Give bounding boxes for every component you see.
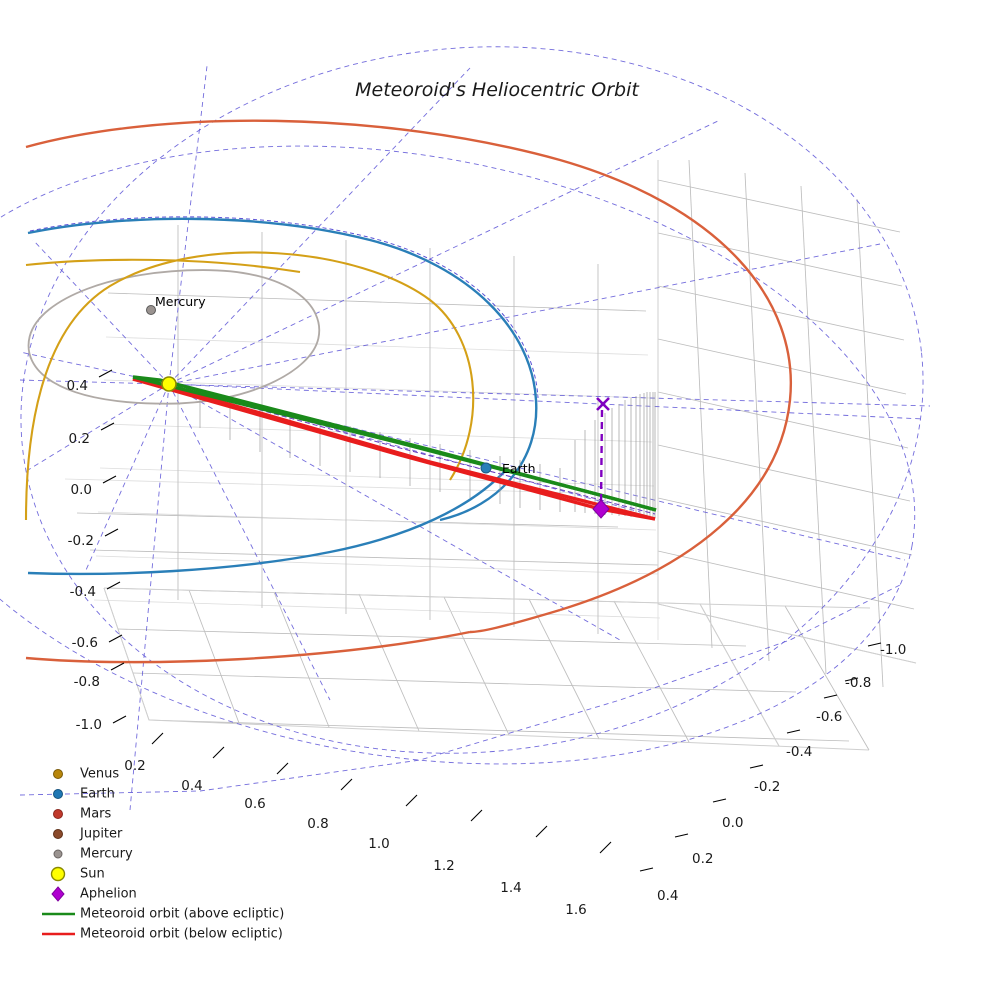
legend-item-meteoroid-below[interactable]: Meteoroid orbit (below ecliptic) <box>42 927 283 942</box>
y-tick-label: -0.8 <box>845 675 871 691</box>
legend-item-earth[interactable]: Earth <box>53 787 115 802</box>
meteoroid-orbit-below-ecliptic-return <box>132 377 656 521</box>
x-tick-label: 1.4 <box>500 880 521 896</box>
x-tick-label: 0.2 <box>124 758 145 774</box>
annotation-earth: Earth <box>502 461 536 476</box>
mercury-marker <box>146 305 156 315</box>
y-tick-label: -0.6 <box>816 709 842 725</box>
legend-item-mars[interactable]: Mars <box>53 807 112 822</box>
legend-label-meteoroid-below: Meteoroid orbit (below ecliptic) <box>80 927 283 942</box>
meteoroid-orbit-below-ecliptic <box>132 377 656 521</box>
orbit-earth <box>27 217 538 522</box>
aphelion-drop-line <box>599 409 604 507</box>
legend-item-aphelion[interactable]: Aphelion <box>51 886 137 902</box>
legend-marker-mercury-icon <box>53 849 63 859</box>
legend: Venus Earth Mars Jupiter Mercury Sun <box>42 767 284 942</box>
legend-marker-jupiter-icon <box>53 829 63 839</box>
x-tick-label: 1.6 <box>565 902 586 918</box>
orbit-earth-lower <box>27 469 507 576</box>
orbit-earth-dashed <box>29 216 539 399</box>
legend-marker-earth-icon <box>53 789 63 799</box>
orbit-venus-b <box>25 258 301 274</box>
orbit-mercury <box>27 269 321 405</box>
z-tick-label: 0.2 <box>69 431 90 447</box>
radial-spokes <box>19 65 925 811</box>
axis-ticks <box>98 369 882 872</box>
orbit-mars-right <box>469 608 561 634</box>
z-tick-label: -0.8 <box>74 674 100 690</box>
z-axis-tick-labels: 0.4 0.2 0.0 -0.2 -0.4 -0.6 -0.8 -1.0 <box>67 378 102 733</box>
legend-item-mercury[interactable]: Mercury <box>53 847 133 862</box>
x-tick-label: 0.6 <box>244 796 265 812</box>
left-pane-grid <box>93 292 661 619</box>
y-tick-label: 0.0 <box>722 815 743 831</box>
meteoroid-orbit <box>132 375 657 521</box>
x-tick-label: 1.2 <box>433 858 454 874</box>
aphelion-diamond-marker <box>592 499 610 519</box>
x-axis-tick-labels: 0.2 0.4 0.6 0.8 1.0 1.2 1.4 1.6 <box>124 758 586 918</box>
y-axis-tick-labels: 0.4 0.2 0.0 -0.2 -0.4 -0.6 -0.8 -1.0 <box>657 642 906 904</box>
legend-marker-mars-icon <box>53 809 63 819</box>
y-tick-label: 0.4 <box>657 888 678 904</box>
body-markers <box>146 305 492 474</box>
z-tick-label: -0.6 <box>72 635 98 651</box>
planet-orbits <box>24 119 793 664</box>
legend-marker-sun-icon <box>50 866 66 882</box>
y-tick-label: -0.4 <box>786 744 812 760</box>
x-tick-label: 0.8 <box>307 816 328 832</box>
legend-item-venus[interactable]: Venus <box>53 767 120 782</box>
legend-item-jupiter[interactable]: Jupiter <box>53 827 124 842</box>
aphelion-x-icon <box>596 397 610 411</box>
legend-label-venus: Venus <box>80 767 119 782</box>
legend-marker-aphelion-diamond-icon <box>51 886 65 902</box>
y-tick-label: -0.2 <box>754 779 780 795</box>
legend-label-aphelion: Aphelion <box>80 887 137 902</box>
orbit-mars-lower <box>25 630 471 664</box>
legend-label-mercury: Mercury <box>80 847 133 862</box>
aphelion-group <box>592 397 610 519</box>
legend-label-meteoroid-above: Meteoroid orbit (above ecliptic) <box>80 907 284 922</box>
earth-marker <box>480 462 492 474</box>
x-tick-label: 0.4 <box>181 778 202 794</box>
legend-label-sun: Sun <box>80 867 105 882</box>
legend-label-mars: Mars <box>80 807 112 822</box>
z-tick-label: -0.2 <box>68 533 94 549</box>
z-tick-label: -0.4 <box>70 584 96 600</box>
z-tick-label: -1.0 <box>76 717 102 733</box>
legend-marker-venus-icon <box>53 769 63 779</box>
sun-marker <box>161 376 177 392</box>
pane-edges <box>103 160 917 751</box>
orbit-mars <box>25 119 793 612</box>
annotation-mercury: Mercury <box>155 294 206 309</box>
y-tick-label: -1.0 <box>880 642 906 658</box>
legend-item-meteoroid-above[interactable]: Meteoroid orbit (above ecliptic) <box>42 907 284 922</box>
orbit-venus <box>24 251 475 521</box>
meteoroid-orbit-above-ecliptic-return <box>132 375 657 512</box>
legend-item-sun[interactable]: Sun <box>50 866 105 882</box>
y-tick-label: 0.2 <box>692 851 713 867</box>
x-tick-label: 1.0 <box>368 836 389 852</box>
z-tick-label: 0.0 <box>71 482 92 498</box>
floor-pane-grid <box>64 478 870 751</box>
z-tick-label: 0.4 <box>67 378 88 394</box>
legend-label-earth: Earth <box>80 787 115 802</box>
page-title: Meteoroid's Heliocentric Orbit <box>355 79 640 101</box>
legend-label-jupiter: Jupiter <box>79 827 123 842</box>
point-annotations: Mercury Earth <box>155 294 536 476</box>
